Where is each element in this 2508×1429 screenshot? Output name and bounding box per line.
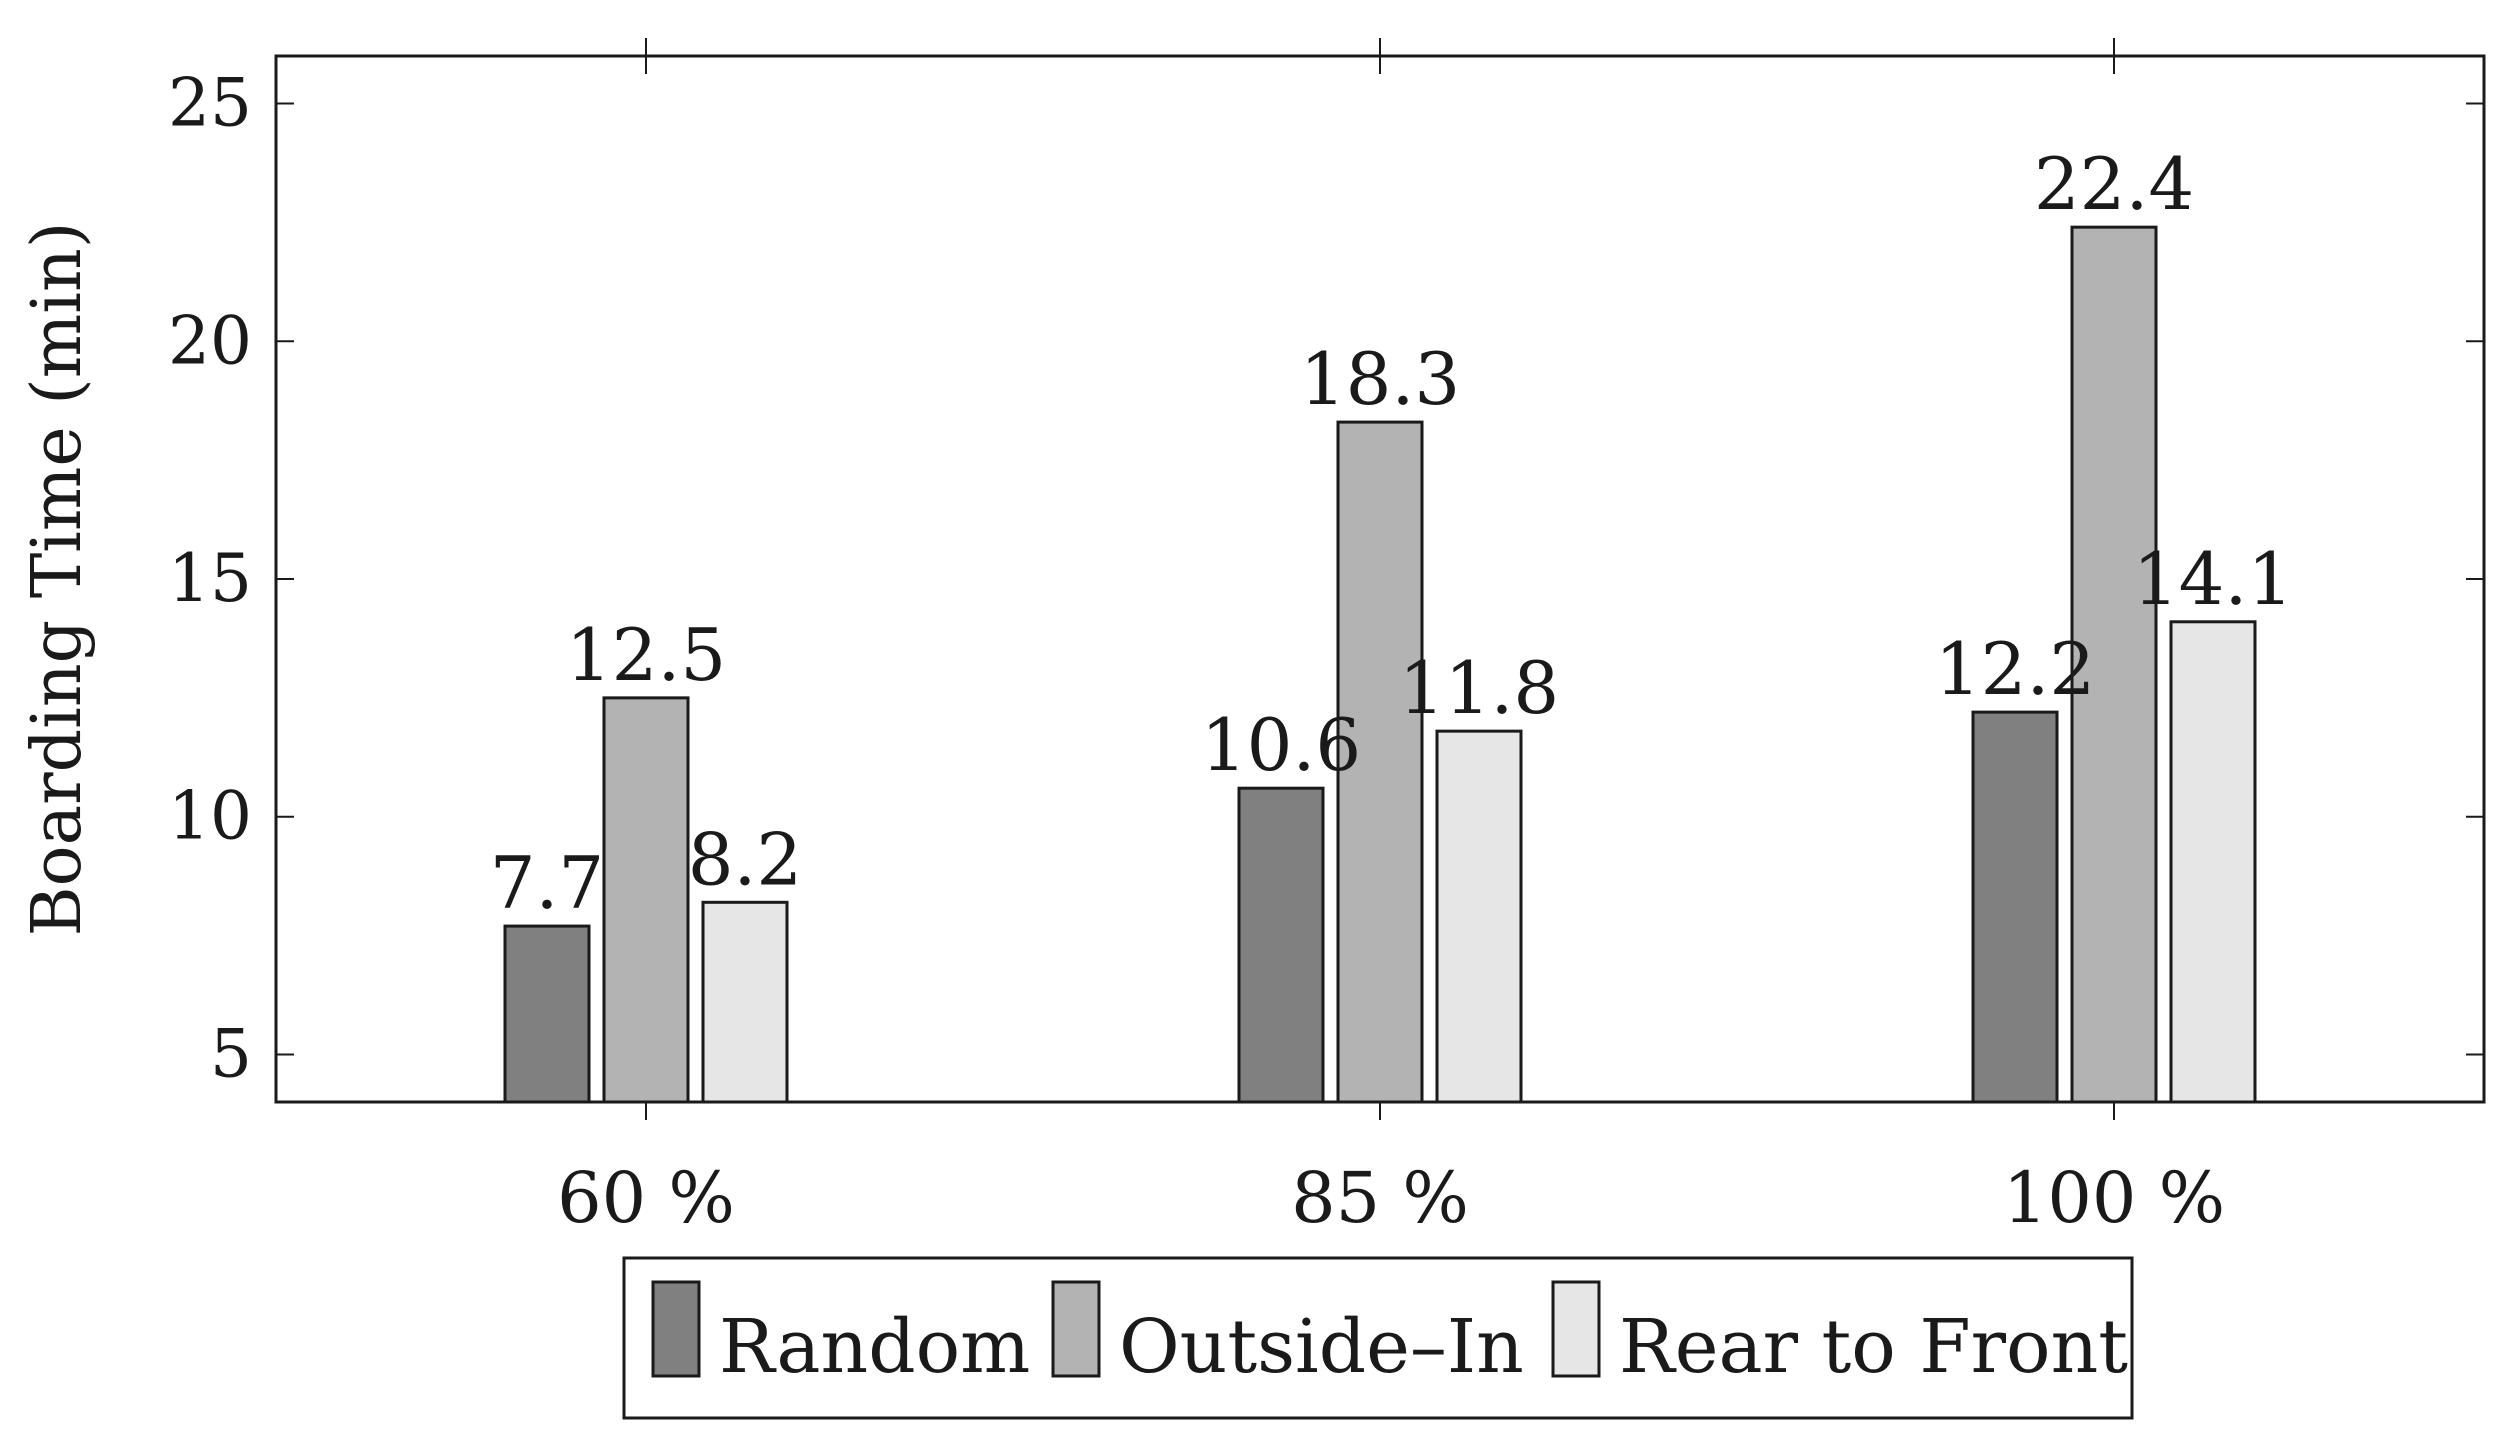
legend-label: Random bbox=[719, 1304, 1030, 1390]
x-category-label: 100 % bbox=[2003, 1157, 2225, 1239]
legend-label: Outside–In bbox=[1119, 1304, 1524, 1390]
data-label: 7.7 bbox=[490, 841, 605, 925]
legend-box bbox=[622, 1256, 2134, 1420]
y-tick-label: 25 bbox=[168, 65, 252, 142]
data-labels: 7.7 10.6 12.2 12.5 18.3 22.4 8.2 11.8 14.1 bbox=[490, 142, 2293, 925]
bar bbox=[602, 696, 690, 1104]
bars bbox=[503, 225, 2257, 1104]
data-label: 14.1 bbox=[2133, 537, 2293, 621]
bar bbox=[1237, 786, 1325, 1104]
legend: Random Outside–In Rear to Front bbox=[622, 1256, 2134, 1420]
data-label: 10.6 bbox=[1201, 703, 1361, 787]
bar bbox=[2070, 225, 2158, 1104]
y-tick-label: 5 bbox=[210, 1015, 252, 1092]
bar bbox=[1971, 710, 2059, 1104]
bar bbox=[1435, 729, 1523, 1104]
y-axis-label: Boarding Time (min) bbox=[18, 222, 97, 937]
data-label: 18.3 bbox=[1300, 337, 1460, 421]
bar bbox=[1336, 420, 1424, 1104]
data-label: 12.2 bbox=[1935, 627, 2095, 711]
legend-swatch bbox=[1551, 1280, 1601, 1378]
y-tick-label: 15 bbox=[168, 540, 252, 617]
x-category-label: 85 % bbox=[1291, 1157, 1469, 1239]
legend-swatch bbox=[651, 1280, 701, 1378]
bar bbox=[701, 900, 789, 1104]
data-label: 11.8 bbox=[1399, 646, 1559, 730]
bar bbox=[503, 924, 591, 1104]
legend-swatch bbox=[1051, 1280, 1101, 1378]
data-label: 8.2 bbox=[688, 817, 803, 901]
y-tick-label: 10 bbox=[168, 778, 252, 855]
data-label: 22.4 bbox=[2034, 142, 2194, 226]
legend-label: Rear to Front bbox=[1619, 1304, 2128, 1390]
bar bbox=[2169, 620, 2257, 1104]
axis-ticks: 5 10 15 20 25 60 % 85 % 100 % bbox=[168, 38, 2484, 1239]
x-category-label: 60 % bbox=[557, 1157, 735, 1239]
data-label: 12.5 bbox=[566, 613, 726, 697]
y-tick-label: 20 bbox=[168, 302, 252, 379]
